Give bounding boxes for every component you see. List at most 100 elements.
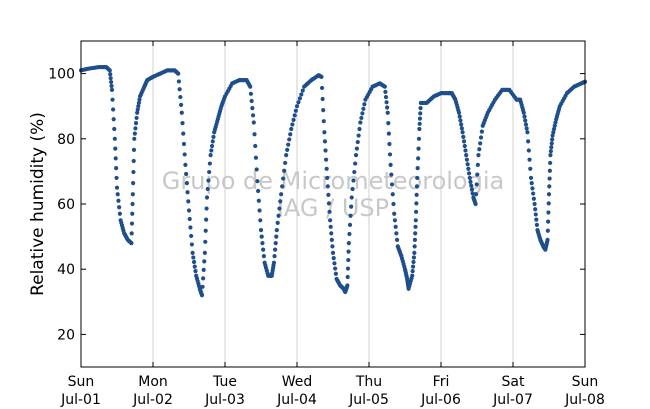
data-point [456, 110, 462, 115]
data-point [326, 192, 331, 197]
data-point [202, 250, 207, 255]
data-point [359, 115, 364, 121]
data-point [546, 219, 551, 224]
data-point [383, 94, 389, 100]
x-tick-label-day: Wed [282, 374, 313, 390]
data-point [191, 259, 197, 265]
data-point [132, 136, 137, 141]
data-point [323, 148, 328, 153]
data-point [256, 188, 261, 194]
data-point [360, 111, 365, 116]
data-point [414, 192, 419, 197]
data-point [179, 110, 184, 115]
data-point [282, 168, 287, 173]
data-point [112, 126, 117, 132]
data-point [521, 110, 526, 115]
data-point [271, 260, 277, 265]
data-point [533, 212, 538, 217]
data-point [350, 186, 355, 192]
watermark-line-2: IAG / USP [277, 194, 389, 222]
data-point [208, 153, 213, 158]
data-point [464, 153, 469, 158]
data-point [412, 250, 417, 255]
data-point [330, 244, 335, 249]
data-point [534, 222, 540, 227]
data-point [476, 153, 481, 158]
data-point [414, 201, 419, 206]
data-point [478, 135, 484, 140]
data-point [345, 283, 350, 288]
data-point [475, 172, 480, 177]
x-tick-label-date: Jul-06 [420, 392, 461, 408]
data-point [255, 179, 260, 184]
data-point [475, 162, 480, 167]
data-point [257, 208, 262, 213]
data-point [549, 141, 554, 146]
x-tick-label-date: Jul-08 [564, 392, 605, 408]
data-point [394, 237, 400, 242]
data-point [328, 218, 333, 223]
data-point [294, 104, 300, 109]
data-point [333, 271, 338, 276]
data-point [391, 201, 396, 207]
data-point [526, 148, 531, 153]
data-point [130, 201, 135, 207]
data-point [386, 131, 391, 136]
data-point [550, 133, 555, 138]
data-point [287, 137, 292, 142]
data-point [523, 122, 529, 127]
data-point [184, 181, 189, 186]
data-point [117, 205, 122, 210]
watermark-line-1: Grupo de Micrometeorologia [162, 167, 504, 195]
data-point [110, 97, 115, 102]
data-point [187, 216, 192, 222]
data-point [531, 191, 536, 196]
data-point [199, 293, 205, 298]
data-point [467, 175, 472, 181]
data-point [277, 206, 282, 211]
data-point [333, 266, 338, 271]
data-point [109, 87, 115, 92]
x-tick-label-day: Fri [433, 374, 450, 390]
data-point [131, 169, 136, 175]
data-point [273, 247, 278, 252]
data-point [184, 171, 189, 177]
data-point [528, 175, 534, 181]
data-point [345, 266, 351, 271]
data-point [200, 284, 205, 289]
data-point [332, 261, 337, 266]
data-point [524, 126, 529, 131]
data-point [459, 122, 464, 127]
data-point [297, 96, 302, 101]
data-point [464, 157, 470, 162]
data-point [272, 254, 277, 259]
data-point [392, 211, 397, 216]
data-point [469, 183, 474, 188]
data-point [186, 208, 192, 213]
y-axis-label: Relative humidity (%) [28, 112, 48, 296]
data-point [176, 79, 182, 84]
data-point [477, 147, 482, 152]
data-point [552, 123, 557, 128]
data-point [382, 84, 387, 89]
data-point [183, 162, 188, 167]
data-point [354, 146, 360, 151]
data-point [413, 218, 418, 223]
data-point [362, 102, 367, 107]
data-point [249, 98, 254, 104]
data-point [460, 130, 465, 135]
data-point [385, 105, 390, 110]
data-point [468, 179, 473, 184]
data-point [204, 195, 210, 200]
x-tick-label-date: Jul-02 [132, 392, 173, 408]
data-point [412, 244, 417, 249]
data-point [346, 241, 351, 246]
data-point [280, 184, 285, 189]
data-point [383, 89, 388, 94]
data-point [349, 204, 354, 209]
data-point [387, 141, 392, 147]
data-point [461, 139, 467, 144]
data-point [254, 167, 259, 172]
data-point [178, 102, 184, 107]
data-point [386, 121, 391, 126]
